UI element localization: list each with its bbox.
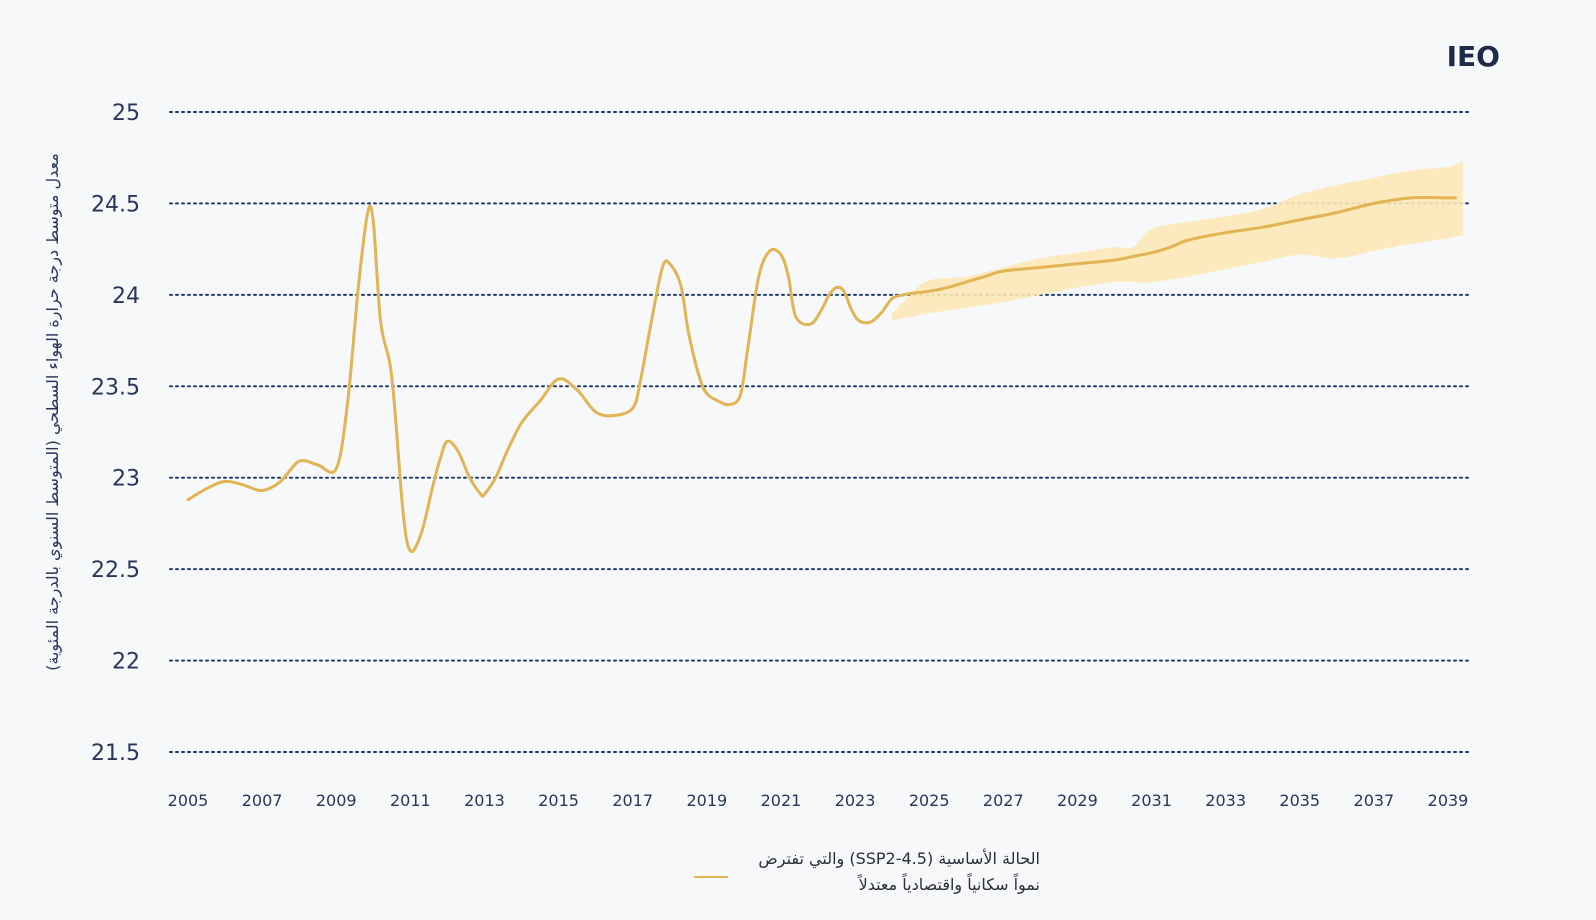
x-tick-label: 2015 xyxy=(538,791,579,810)
x-tick-label: 2033 xyxy=(1205,791,1246,810)
brand-logo-text: IEO xyxy=(1446,40,1500,73)
x-tick-label: 2017 xyxy=(612,791,653,810)
projection-band xyxy=(892,161,1463,321)
legend-label-line-2: نمواً سكانياً واقتصادياً معتدلاً xyxy=(858,875,1040,894)
x-tick-label: 2035 xyxy=(1279,791,1320,810)
x-tick-label: 2031 xyxy=(1131,791,1172,810)
legend: الحالة الأساسية (SSP2-4.5) والتي تفترض ن… xyxy=(680,846,1040,906)
x-tick-label: 2025 xyxy=(909,791,950,810)
x-tick-label: 2013 xyxy=(464,791,505,810)
y-tick-label: 25 xyxy=(112,101,140,126)
series-line xyxy=(186,196,1457,554)
x-tick-label: 2005 xyxy=(168,791,209,810)
x-tick-label: 2009 xyxy=(316,791,357,810)
y-tick-label: 22.5 xyxy=(91,558,140,583)
uncertainty-band xyxy=(892,161,1463,321)
y-tick-label: 24 xyxy=(112,284,140,309)
x-axis-ticks: 2005 2007 2009 2011 2013 2015 2017 2019 2021 2023… xyxy=(168,791,1469,810)
legend-line-swatch xyxy=(694,876,728,878)
y-axis-label-group: معدل متوسط درجة حرارة الهواء السطحي (الم… xyxy=(43,153,63,671)
x-tick-label: 2039 xyxy=(1428,791,1469,810)
x-tick-label: 2029 xyxy=(1057,791,1098,810)
x-tick-label: 2011 xyxy=(390,791,431,810)
legend-label: الحالة الأساسية (SSP2-4.5) والتي تفترض ن… xyxy=(740,846,1040,898)
series-path xyxy=(186,196,1457,554)
y-tick-label: 21.5 xyxy=(91,741,140,766)
legend-label-line-1: الحالة الأساسية (SSP2-4.5) والتي تفترض xyxy=(758,849,1040,868)
y-tick-label: 24.5 xyxy=(91,192,140,217)
y-tick-label: 23 xyxy=(112,467,140,492)
y-tick-label: 22 xyxy=(112,650,140,675)
x-tick-label: 2019 xyxy=(686,791,727,810)
x-tick-label: 2027 xyxy=(983,791,1024,810)
y-axis-ticks: 21.5 22 22.5 23 23.5 24 24.5 25 xyxy=(91,101,140,766)
grid-lines xyxy=(169,111,1469,753)
x-tick-label: 2007 xyxy=(242,791,283,810)
x-tick-label: 2037 xyxy=(1354,791,1395,810)
y-tick-label: 23.5 xyxy=(91,375,140,400)
y-axis-label: معدل متوسط درجة حرارة الهواء السطحي (الم… xyxy=(43,153,63,671)
x-tick-label: 2023 xyxy=(835,791,876,810)
x-tick-label: 2021 xyxy=(761,791,802,810)
